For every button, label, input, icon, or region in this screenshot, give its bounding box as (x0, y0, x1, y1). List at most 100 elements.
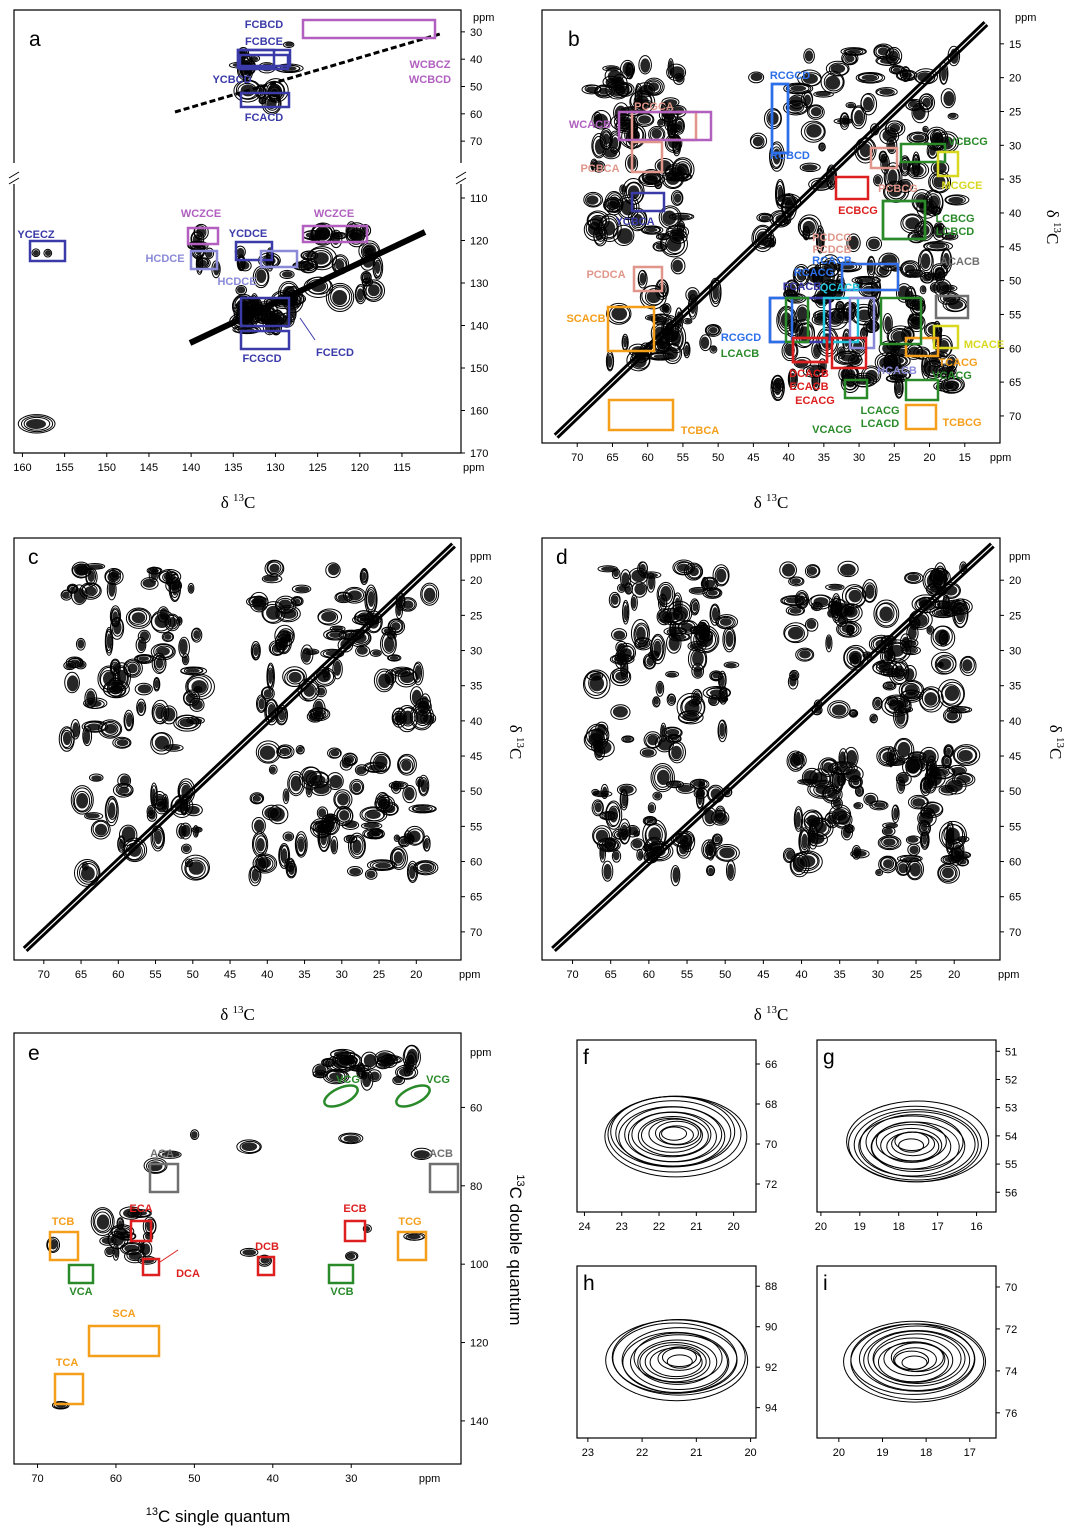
panel-d-peak-contour (837, 560, 859, 578)
panel-e-peak-contour (325, 1054, 357, 1073)
panel-c-peak-contour (326, 772, 344, 790)
panel-b-peak (788, 321, 801, 334)
panel-d-peak-contour (959, 561, 968, 575)
panel-c-peak (297, 747, 304, 753)
panel-d-peak-contour (837, 621, 860, 637)
panel-e-annotation-box (343, 1219, 367, 1243)
panel-d-peak (712, 673, 720, 679)
panel-a-peak (236, 247, 245, 257)
panel-b-peak (803, 94, 812, 106)
panel-a-peak (285, 42, 294, 47)
panel-a-ybot-tick-label: 140 (470, 321, 488, 333)
panel-e-peak (376, 1052, 393, 1064)
panel-d-peak (845, 768, 861, 781)
panel-b-peak-contour (672, 133, 682, 157)
panel-d-peak-contour (717, 719, 728, 743)
panel-d-peak-contour (605, 802, 621, 828)
panel-d-peak-contour (785, 605, 806, 616)
panel-e-annotation-label: ACA (150, 1148, 174, 1160)
panel-d-peak (692, 780, 705, 787)
panel-b-peak-contour (650, 313, 672, 326)
panel-d-peak-contour (930, 625, 956, 651)
panel-d-peak-contour (707, 786, 723, 802)
panel-d-peak (641, 749, 655, 757)
panel-c-peak-contour (312, 698, 326, 720)
panel-d-peak-contour (836, 620, 862, 638)
panel-d-peak-contour (651, 638, 664, 661)
panel-d-y-axis-label: δ 13C (1046, 725, 1066, 760)
panel-c-peak-contour (387, 618, 406, 635)
panel-c-peak-contour (305, 781, 313, 798)
panel-d-peak (831, 704, 847, 716)
panel-c-peak-contour (90, 819, 111, 840)
panel-d-x-tick-label: 40 (795, 969, 807, 981)
panel-b-peak-contour (919, 285, 927, 295)
panel-b-peak-contour (901, 262, 917, 276)
panel-a-peak (363, 279, 371, 285)
panel-b-peak-contour (856, 278, 863, 289)
panel-c-peak-contour (414, 861, 437, 875)
panel-b-peak (899, 180, 911, 191)
panel-c-peak (258, 857, 272, 869)
panel-c-peak (77, 639, 85, 649)
panel-d-peak-contour (900, 690, 920, 702)
panel-c-peak-contour (173, 714, 202, 732)
panel-b-annotation-label: ECBCG (838, 205, 878, 217)
panel-b-peak-contour (823, 279, 847, 294)
panel-a-peak (367, 284, 380, 297)
panel-d-peak (924, 692, 938, 706)
panel-d-peak-contour (710, 809, 730, 826)
panel-b-peak-contour (844, 48, 864, 55)
panel-c-peak-contour (381, 632, 396, 654)
panel-c-peak-contour (275, 605, 301, 623)
panel-b-peak-contour (926, 242, 948, 251)
panel-d-peak (795, 811, 801, 828)
panel-c-peak (165, 745, 181, 751)
panel-d-peak-contour (936, 661, 944, 668)
panel-d-peak-contour (894, 706, 908, 727)
panel-c-peak (392, 782, 400, 792)
panel-a-peak (316, 227, 331, 240)
panel-c-peak-contour (278, 842, 291, 869)
panel-e-peak-contour (360, 1069, 374, 1091)
panel-c-peak (106, 633, 111, 649)
panel-d-peak-contour (882, 681, 897, 691)
axis-break-mark (455, 177, 467, 185)
panel-d-peak (883, 827, 893, 835)
panel-c-peak-contour (369, 828, 384, 839)
panel-c-peak (366, 870, 376, 879)
panel-d-peak-contour (821, 759, 837, 774)
panel-d-peak-contour (706, 865, 715, 876)
panel-b-annotation-label: VCACG (932, 370, 972, 382)
panel-b-x-tick-label: 50 (712, 452, 724, 464)
panel-h-contour (639, 1342, 711, 1383)
panel-d-peak (807, 566, 818, 576)
panel-c-peak (75, 565, 90, 576)
panel-c-peak (352, 782, 362, 793)
panel-d-peak (725, 631, 734, 648)
panel-b-peak-contour (682, 317, 693, 325)
panel-d-peak (958, 750, 973, 762)
panel-d-peak (621, 793, 627, 807)
panel-d-peak-contour (609, 667, 632, 687)
panel-d-peak (692, 602, 698, 612)
panel-d-peak (631, 596, 637, 609)
panel-d-peak (615, 671, 627, 681)
panel-c-peak (156, 646, 170, 656)
panel-b-y-tick-label: 35 (1009, 174, 1021, 186)
panel-c-peak (339, 810, 350, 821)
panel-c-peak-contour (153, 644, 175, 659)
panel-b-peak (863, 97, 874, 111)
panel-d-peak-contour (795, 647, 815, 662)
panel-d-peak (834, 765, 851, 773)
panel-b-peak-contour (883, 162, 903, 193)
panel-d-peak-contour (831, 807, 851, 824)
panel-d-peak-contour (644, 836, 665, 859)
panel-d-peak (693, 692, 701, 702)
panel-b-peak (941, 67, 947, 82)
panel-d-peak (942, 867, 954, 879)
panel-d-peak-contour (687, 646, 708, 672)
panel-b-peak (658, 119, 664, 126)
panel-d-y-tick-label: 70 (1009, 927, 1021, 939)
panel-d-peak (642, 572, 658, 578)
